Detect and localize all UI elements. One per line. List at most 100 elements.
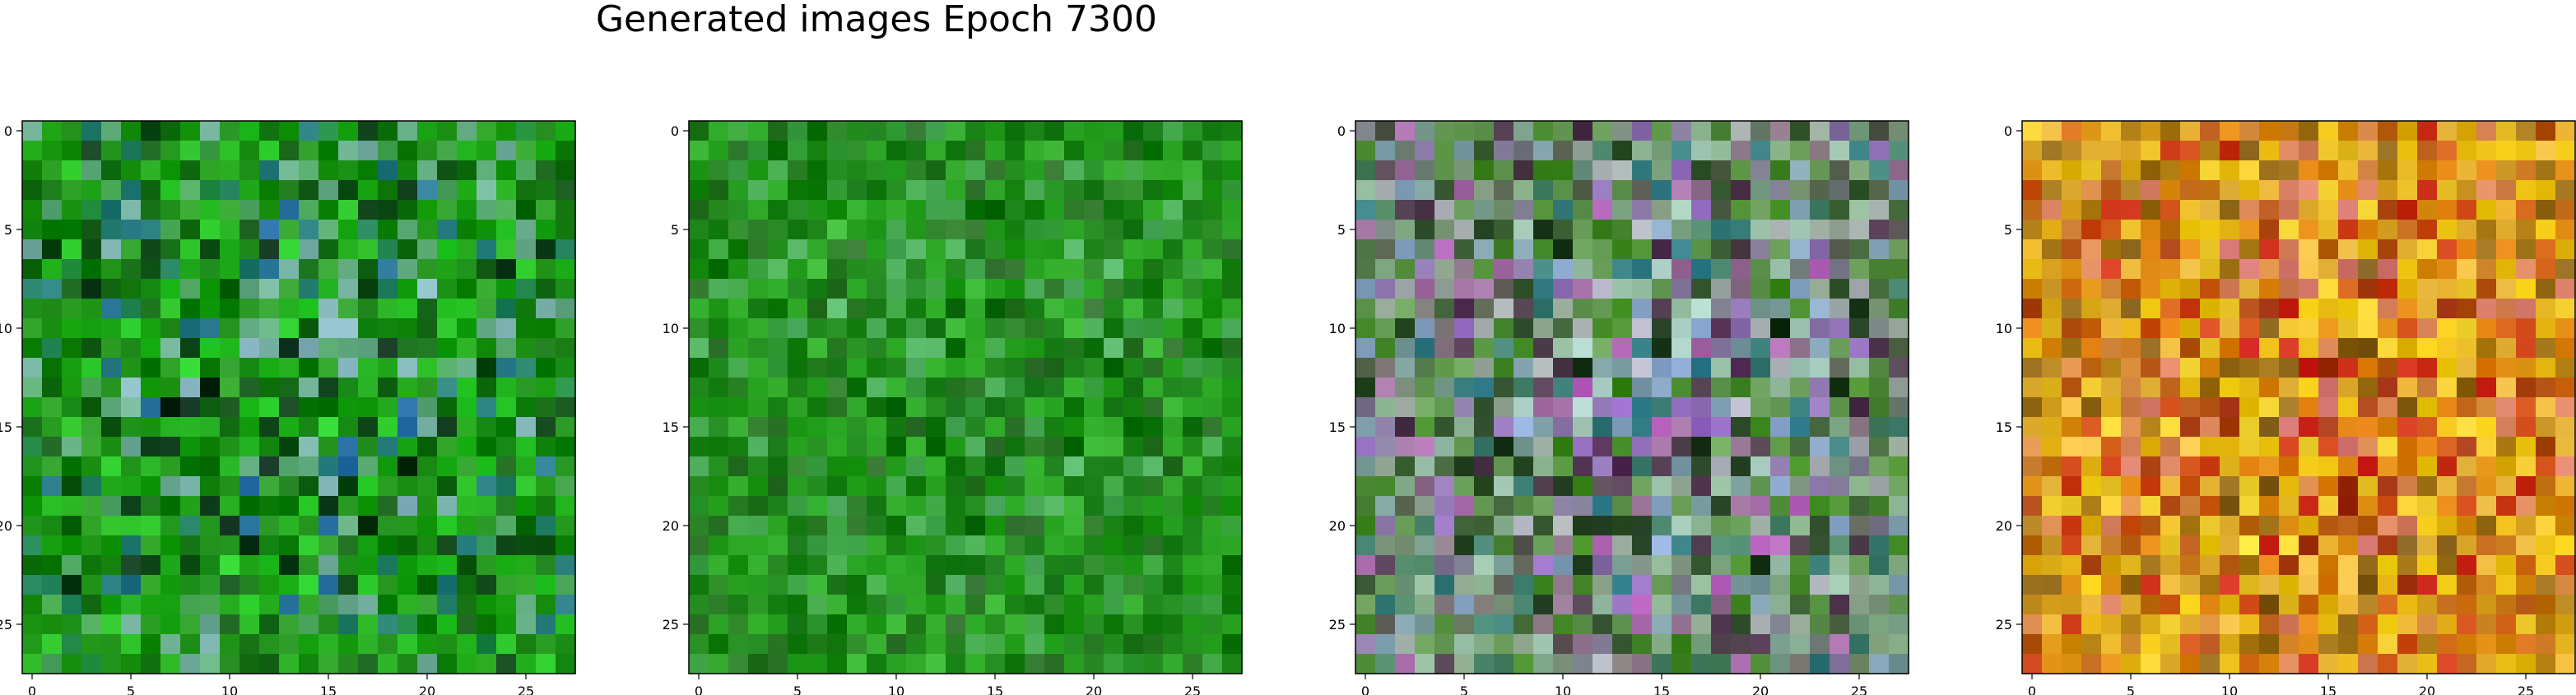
pixel — [1163, 299, 1183, 319]
pixel — [1553, 220, 1574, 240]
pixel — [2318, 595, 2339, 615]
pixel — [496, 378, 517, 398]
pixel — [768, 180, 788, 201]
pixel — [299, 259, 319, 280]
pixel — [2338, 614, 2359, 635]
pixel — [1434, 397, 1455, 418]
pixel — [2022, 575, 2043, 595]
pixel — [1593, 456, 1613, 477]
pixel — [1064, 239, 1085, 260]
pixel — [2318, 535, 2339, 556]
pixel — [1434, 555, 1455, 576]
pixel — [2437, 121, 2457, 141]
pixel — [259, 516, 280, 536]
pixel — [1494, 338, 1514, 359]
pixel — [1889, 378, 1909, 398]
pixel — [496, 160, 517, 181]
pixel — [1005, 200, 1025, 220]
pixel — [867, 456, 887, 477]
pixel — [279, 476, 300, 497]
pixel — [1849, 654, 1870, 674]
pixel — [536, 595, 556, 615]
pixel — [2476, 358, 2497, 378]
pixel — [2378, 496, 2398, 517]
pixel — [965, 358, 986, 378]
pixel — [2338, 634, 2359, 655]
pixel — [1025, 239, 1045, 260]
pixel — [1632, 595, 1653, 615]
pixel — [1123, 318, 1144, 339]
pixel — [2338, 299, 2359, 319]
pixel — [398, 160, 418, 181]
pixel — [985, 614, 1006, 635]
pixel — [1044, 575, 1065, 595]
pixel — [160, 239, 181, 260]
pixel — [2358, 456, 2378, 477]
pixel — [2279, 378, 2299, 398]
pixel — [1533, 595, 1554, 615]
pixel — [2101, 180, 2122, 201]
pixel — [1514, 239, 1534, 260]
pixel — [1533, 417, 1554, 438]
pixel — [1494, 318, 1514, 339]
pixel — [2555, 378, 2576, 398]
pixel — [536, 160, 556, 181]
pixel — [180, 496, 201, 517]
pixel — [1810, 358, 1830, 378]
pixel — [1375, 634, 1396, 655]
pixel — [1084, 121, 1104, 141]
pixel — [1533, 239, 1554, 260]
pixel — [1395, 299, 1416, 319]
pixel — [417, 121, 438, 141]
pixel — [709, 476, 729, 497]
y-tick-label: 15 — [0, 419, 12, 435]
pixel — [1474, 555, 1495, 576]
y-tick-label: 20 — [663, 518, 679, 534]
pixel — [2141, 220, 2161, 240]
pixel — [2160, 259, 2181, 280]
pixel — [2437, 595, 2457, 615]
pixel — [2417, 595, 2438, 615]
pixel — [2536, 595, 2556, 615]
pixel — [2437, 397, 2457, 418]
pixel — [2437, 496, 2457, 517]
pixel — [2437, 555, 2457, 576]
pixel — [1593, 654, 1613, 674]
pixel — [2239, 279, 2260, 299]
pixel — [2022, 259, 2043, 280]
pixel — [2338, 437, 2359, 457]
pixel — [1434, 220, 1455, 240]
pixel — [2220, 555, 2240, 576]
pixel — [728, 358, 749, 378]
pixel — [2239, 555, 2260, 576]
pixel — [536, 575, 556, 595]
pixel — [1711, 299, 1732, 319]
pixel — [2042, 220, 2062, 240]
pixel — [477, 299, 497, 319]
pixel — [827, 614, 848, 635]
pixel — [965, 141, 986, 161]
pixel — [1005, 437, 1025, 457]
pixel — [2536, 575, 2556, 595]
pixel — [378, 259, 398, 280]
pixel — [788, 318, 808, 339]
y-tick-label: 0 — [4, 123, 12, 139]
y-tick-label: 20 — [1996, 518, 2012, 534]
pixel — [299, 220, 319, 240]
pixel — [2160, 614, 2181, 635]
pixel — [709, 634, 729, 655]
pixel — [2555, 200, 2576, 220]
pixel — [1514, 634, 1534, 655]
pixel — [1005, 496, 1025, 517]
pixel — [827, 516, 848, 536]
x-tick-label: 15 — [320, 683, 337, 695]
pixel — [556, 220, 576, 240]
pixel — [516, 121, 537, 141]
pixel — [457, 338, 477, 359]
pixel — [709, 437, 729, 457]
pixel — [1790, 239, 1811, 260]
pixel — [200, 121, 221, 141]
pixel — [1810, 121, 1830, 141]
pixel — [2457, 160, 2477, 181]
pixel — [1183, 220, 1203, 240]
